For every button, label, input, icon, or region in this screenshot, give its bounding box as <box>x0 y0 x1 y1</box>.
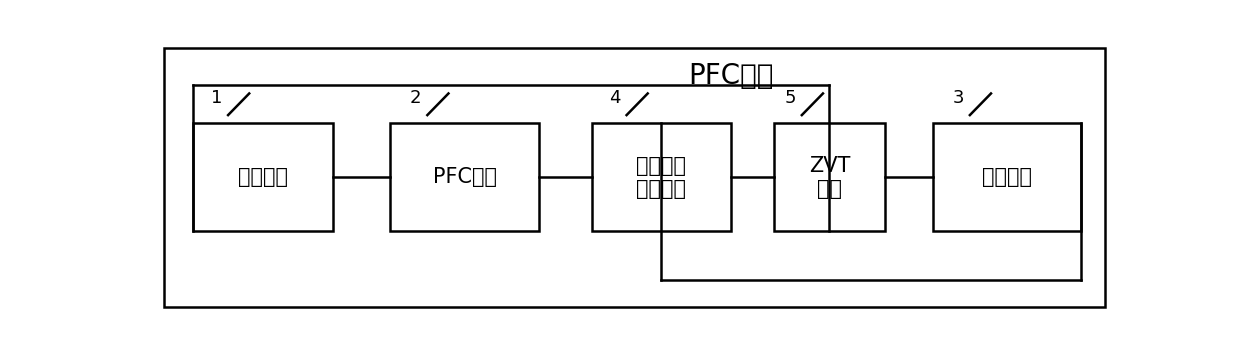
Text: PFC电感: PFC电感 <box>432 167 497 187</box>
Text: 4: 4 <box>610 88 621 106</box>
Text: 2: 2 <box>410 88 421 106</box>
Bar <box>933 123 1082 231</box>
Bar <box>193 123 332 231</box>
Text: 输入电源: 输入电源 <box>238 167 287 187</box>
Bar <box>774 123 885 231</box>
Bar <box>592 123 731 231</box>
Text: 3: 3 <box>953 88 964 106</box>
Text: 5: 5 <box>784 88 795 106</box>
Text: 单向开关
元件组件: 单向开关 元件组件 <box>637 155 686 199</box>
Text: 1: 1 <box>211 88 222 106</box>
Text: ZVT
电路: ZVT 电路 <box>809 155 850 199</box>
Text: PFC电路: PFC电路 <box>689 62 773 90</box>
Text: 输出电容: 输出电容 <box>983 167 1032 187</box>
Bar <box>390 123 539 231</box>
